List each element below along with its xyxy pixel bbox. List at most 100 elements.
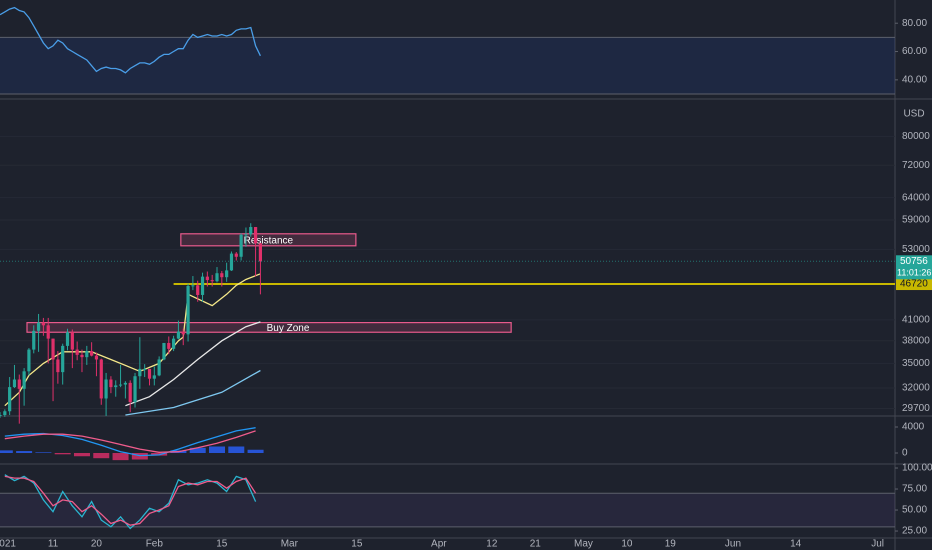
currency-label: USD [903, 109, 924, 120]
y-tick-label: 80.00 [902, 18, 927, 29]
candle-body [118, 384, 123, 386]
price-level-label: 46720 [900, 279, 928, 290]
candle-body [200, 276, 205, 295]
candle-body [128, 382, 132, 403]
candle-body [22, 371, 26, 389]
indicator-line [0, 6, 261, 74]
candle-body [27, 349, 31, 372]
candle-body [143, 368, 147, 370]
x-tick-label: 20 [91, 539, 103, 550]
candle-body [220, 273, 224, 278]
x-tick-label: 10 [621, 539, 633, 550]
y-tick-label: 35000 [902, 358, 930, 369]
candle-body [229, 253, 234, 271]
candle-body [70, 332, 74, 350]
candle-body [46, 325, 50, 339]
candle-body [56, 359, 60, 373]
candle-body [36, 322, 41, 331]
indicator-line [4, 475, 257, 526]
x-tick-label: Mar [281, 539, 299, 550]
candle-body [65, 332, 70, 346]
candle-body [162, 342, 166, 360]
candle-body [17, 379, 21, 389]
candle-body [249, 227, 253, 235]
candle-body [51, 338, 55, 360]
histogram-bar [16, 451, 33, 453]
x-tick-label: 15 [216, 539, 228, 550]
candle-body [94, 355, 99, 360]
candle-body [61, 345, 65, 373]
candle-body [234, 253, 238, 257]
candle-body [90, 351, 94, 356]
y-tick-label: 72000 [902, 160, 930, 171]
candle-body [191, 285, 195, 287]
histogram-bar [228, 446, 245, 453]
candle-body [196, 285, 200, 295]
histogram-bar [54, 452, 71, 455]
band-fill [0, 493, 895, 527]
candle-body [123, 382, 127, 385]
x-tick-label: Jul [871, 539, 884, 550]
candle-body [171, 338, 176, 349]
y-tick-label: 60.00 [902, 46, 927, 57]
candle-body [176, 331, 181, 339]
x-tick-label: May [574, 539, 593, 550]
annotation-label: Buy Zone [267, 323, 310, 334]
candle-body [138, 368, 142, 377]
candle-body [210, 280, 214, 282]
countdown-label: 11:01:26 [897, 268, 931, 278]
candle-body [12, 379, 17, 388]
candle-body [133, 376, 137, 403]
annotation-box [26, 322, 512, 333]
band-fill [0, 37, 895, 95]
x-tick-label: 19 [665, 539, 677, 550]
candle-body [244, 234, 248, 236]
candle-body [167, 342, 171, 349]
candle-body [186, 285, 190, 335]
y-tick-label: 100.00 [902, 463, 932, 474]
candle-body [85, 351, 89, 358]
candle-body [3, 411, 7, 415]
y-tick-label: 64000 [902, 192, 930, 203]
x-tick-label: 12 [486, 539, 498, 550]
candle-body [205, 276, 209, 281]
last-price-tag [896, 255, 932, 280]
histogram-bar [112, 452, 129, 461]
y-tick-label: 75.00 [902, 484, 927, 495]
x-tick-label: 21 [530, 539, 542, 550]
candle-body [41, 322, 45, 326]
candle-body [225, 270, 229, 278]
candle-body [80, 354, 84, 358]
histogram-bar [247, 449, 264, 453]
histogram-bar [35, 452, 52, 453]
y-tick-label: 0 [902, 448, 908, 459]
candle-body [152, 375, 156, 379]
y-tick-label: 40.00 [902, 74, 927, 85]
x-tick-label: 11 [48, 539, 59, 550]
y-tick-label: 38000 [902, 335, 930, 346]
indicator-line [125, 369, 261, 416]
annotation-label: Resistance [244, 235, 294, 246]
histogram-bar [73, 452, 90, 457]
indicator-line [125, 321, 261, 407]
x-tick-label: 14 [790, 539, 802, 550]
y-tick-label: 50.00 [902, 505, 927, 516]
candle-body [258, 243, 262, 262]
candle-body [157, 359, 161, 376]
annotation-box [180, 233, 357, 247]
price-level-tag [896, 278, 932, 291]
y-tick-label: 25.00 [902, 526, 927, 537]
y-tick-label: 80000 [902, 131, 930, 142]
candle-body [239, 234, 243, 257]
candle-body [253, 227, 258, 244]
candle-body [32, 330, 36, 350]
candle-body [114, 385, 118, 388]
histogram-bar [93, 452, 110, 459]
y-tick-label: 29700 [902, 403, 930, 414]
candle-body [99, 359, 103, 399]
candle-body [215, 273, 219, 282]
y-tick-label: 53000 [902, 244, 930, 255]
y-tick-label: 41000 [902, 315, 930, 326]
y-tick-label: 4000 [902, 422, 925, 433]
